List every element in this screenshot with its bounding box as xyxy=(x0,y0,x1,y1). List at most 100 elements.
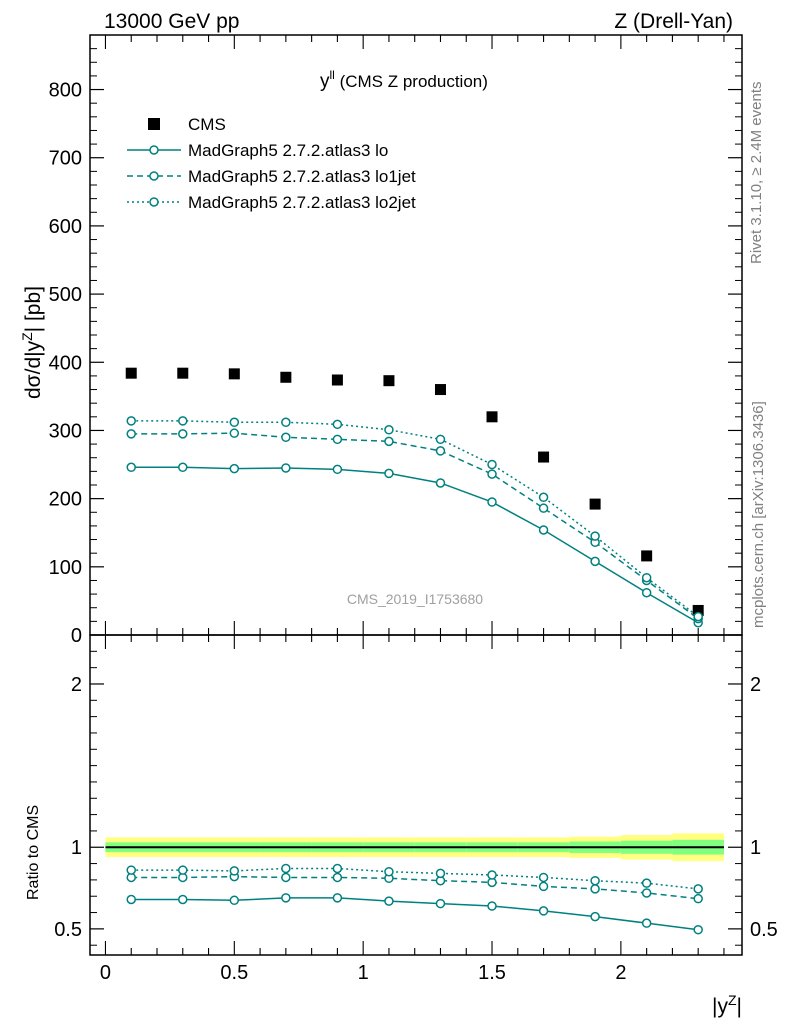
data-point xyxy=(125,367,137,379)
series-point xyxy=(281,872,291,883)
series-point xyxy=(126,865,136,875)
series-point xyxy=(281,432,291,443)
main-series xyxy=(125,367,704,628)
series-point xyxy=(590,911,600,922)
ratio-ytick-label-right: 2 xyxy=(750,674,761,696)
series-point xyxy=(384,866,394,877)
main-ytick-label: 400 xyxy=(49,352,82,374)
series-point xyxy=(229,895,240,906)
series-point xyxy=(281,893,291,903)
ratio-frame xyxy=(89,634,743,956)
series-point xyxy=(384,425,394,435)
analysis-watermark: CMS_2019_I1753680 xyxy=(347,591,483,607)
series-point xyxy=(487,870,497,880)
series-point xyxy=(178,865,188,875)
series-point xyxy=(229,866,240,876)
data-point xyxy=(589,498,601,510)
series-point xyxy=(332,419,343,430)
series-point xyxy=(332,872,343,883)
series-point xyxy=(332,434,343,445)
series-line xyxy=(131,466,699,624)
ratio-panel: 0.5 0.5 1 1 2 2 0 0.5 1 1.5 2 Ratio to CMS xyxy=(25,634,778,984)
series-point xyxy=(281,863,291,874)
data-point xyxy=(486,411,498,423)
data-point xyxy=(434,384,446,396)
mcplots-label: mcplots.cern.ch [arXiv:1306.3436] xyxy=(750,401,767,628)
series-line xyxy=(131,432,699,620)
series-point xyxy=(487,469,497,479)
legend-label: CMS xyxy=(188,115,226,134)
series-point xyxy=(332,863,343,874)
series-point xyxy=(641,587,652,598)
ratio-ytick-label: 1 xyxy=(71,837,82,859)
main-ytick-label: 100 xyxy=(49,557,82,579)
series-point xyxy=(590,875,600,886)
xtick-label: 0 xyxy=(100,962,111,984)
legend-label: MadGraph5 2.7.2.atlas3 lo2jet xyxy=(188,193,416,212)
data-point xyxy=(383,375,395,387)
plot-title: yll (CMS Z production) xyxy=(320,68,488,92)
ratio-series xyxy=(126,863,703,935)
legend-marker xyxy=(149,197,159,207)
ratio-ytick-label: 2 xyxy=(71,674,82,696)
data-point xyxy=(177,367,189,379)
rivet-label: Rivet 3.1.10, ≥ 2.4M events xyxy=(748,82,765,265)
series-point xyxy=(487,901,497,911)
series-point xyxy=(384,896,394,906)
series-line xyxy=(131,897,699,931)
series-point xyxy=(641,918,652,928)
series-point xyxy=(538,492,549,503)
series-point xyxy=(538,872,549,883)
series-point xyxy=(178,429,188,439)
ratio-ylabel: Ratio to CMS xyxy=(25,805,42,900)
legend-label: MadGraph5 2.7.2.atlas3 lo1jet xyxy=(188,167,416,186)
series-line xyxy=(131,867,699,890)
ratio-ytick-label-right: 0.5 xyxy=(750,919,778,941)
series-point xyxy=(641,878,652,888)
series-point xyxy=(229,417,240,428)
series-point xyxy=(178,894,188,905)
series-point xyxy=(435,898,446,909)
ratio-ytick-label-right: 1 xyxy=(750,837,761,859)
main-ytick-label: 500 xyxy=(49,284,82,306)
ratio-xticks: 0 0.5 1 1.5 2 xyxy=(100,635,725,984)
main-ytick-label: 200 xyxy=(49,489,82,511)
series-point xyxy=(693,893,703,904)
series-point xyxy=(126,894,136,905)
legend-marker xyxy=(148,118,160,130)
series-point xyxy=(590,531,600,541)
series-point xyxy=(538,881,549,892)
series-point xyxy=(384,436,394,447)
xtick-label: 0.5 xyxy=(220,962,248,984)
legend-label: MadGraph5 2.7.2.atlas3 lo xyxy=(188,141,388,160)
series-point xyxy=(538,525,549,535)
series-point xyxy=(590,556,600,567)
main-ylabel: dσ/d|yZ| [pb] xyxy=(19,286,45,399)
x-axis-label: |yZ| xyxy=(712,992,742,1018)
legend-marker xyxy=(149,171,159,181)
series-point xyxy=(590,884,600,894)
ratio-yticks: 0.5 0.5 1 1 2 2 xyxy=(54,650,778,946)
series-point xyxy=(178,416,188,426)
header-right: Z (Drell-Yan) xyxy=(614,10,733,33)
xtick-label: 1 xyxy=(358,962,369,984)
series-point xyxy=(487,459,497,470)
series-point xyxy=(435,446,446,456)
series-point xyxy=(332,893,343,903)
series-point xyxy=(435,434,446,445)
xtick-label: 2 xyxy=(615,962,626,984)
main-ytick-label: 800 xyxy=(49,80,82,102)
series-point xyxy=(487,497,497,507)
series-point xyxy=(693,924,703,935)
data-point xyxy=(228,368,240,380)
data-point xyxy=(641,550,653,562)
xtick-label: 1.5 xyxy=(478,962,506,984)
legend-marker xyxy=(149,145,159,155)
series-point xyxy=(178,462,188,473)
main-xticks xyxy=(104,35,725,635)
series-point xyxy=(332,464,343,475)
data-point xyxy=(692,604,704,616)
series-point xyxy=(693,611,703,622)
main-ytick-label: 300 xyxy=(49,420,82,442)
